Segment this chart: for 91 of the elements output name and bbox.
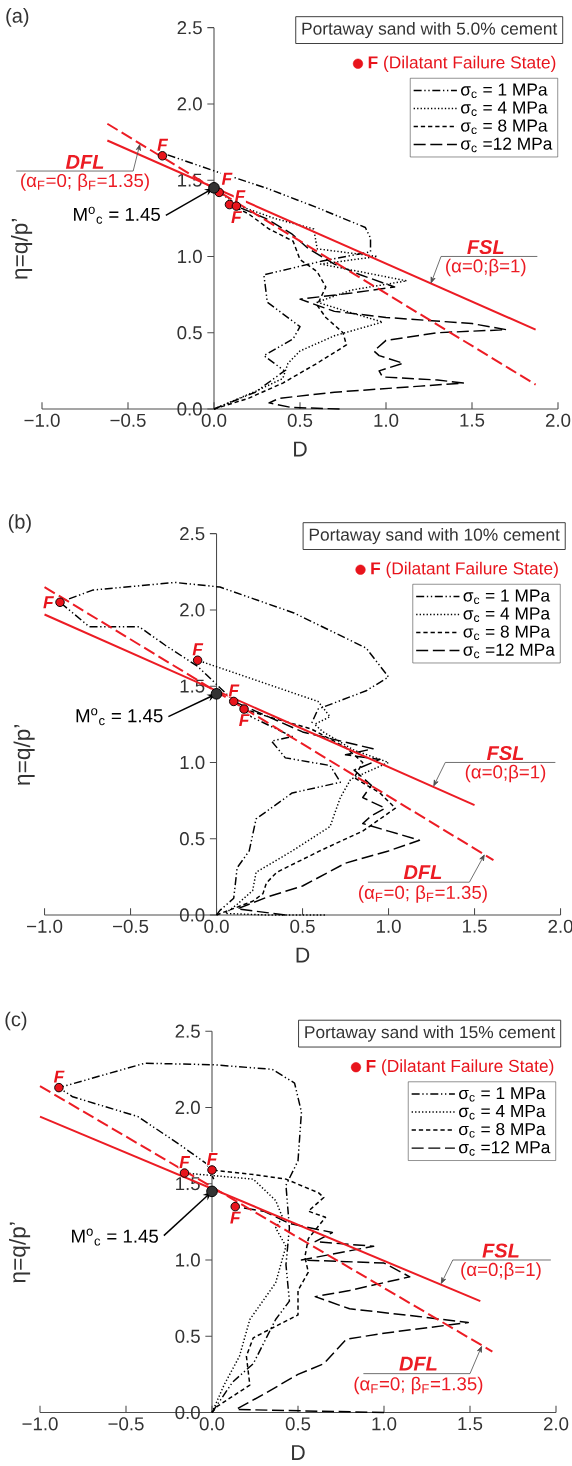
x-tick-label: −0.5: [113, 919, 149, 933]
y-tick-label: 2.0: [177, 97, 202, 111]
annotation: F: [234, 190, 246, 203]
text: FSL: [486, 745, 524, 761]
legend-label: σ$_{c}$ = 8 MPa: [463, 625, 551, 641]
legend-label: F (Dilatant Failure State): [371, 561, 558, 578]
legend-label: σ$_{c}$ = 1 MPa: [459, 1087, 546, 1102]
annotation: F: [192, 643, 204, 656]
x-tick-label: 0.0: [204, 919, 229, 933]
annotation: M$^{o}$$_{c}$ = 1.45: [74, 206, 160, 224]
text: (a): [6, 8, 29, 27]
x-tick-label: −1.0: [22, 1417, 58, 1431]
legend-label: F (Dilatant Failure State): [366, 1059, 554, 1076]
annotation: F: [239, 714, 250, 727]
x-tick-label: 1.5: [462, 919, 487, 933]
x-tick-label: 0.5: [287, 413, 313, 427]
y-tick-label: 1.0: [180, 755, 205, 770]
legend-label: σ$_{c}$ = 8 MPa: [459, 1122, 546, 1138]
annotation: F: [53, 1070, 65, 1083]
legend-label: σ$_{c}$ = 4 MPa: [461, 101, 548, 116]
x-axis-title: D: [294, 441, 307, 457]
x-tick-label: 2.0: [543, 1417, 569, 1431]
legend-label: σ$_{c}$ =12 MPa: [461, 137, 553, 153]
annotation: F: [207, 1153, 218, 1165]
y-tick-label: 2.5: [177, 21, 202, 35]
x-tick-label: 2.0: [548, 919, 572, 933]
x-axis-title: D: [292, 1445, 305, 1460]
x-tick-label: −1.0: [24, 413, 60, 427]
annotation: F: [157, 138, 169, 151]
y-tick-label: 0.5: [179, 832, 205, 846]
legend-label: σ$_{c}$ =12 MPa: [459, 1141, 551, 1156]
x-tick-label: 0.5: [290, 919, 315, 933]
annotation: F: [230, 1211, 241, 1224]
y-tick-label: 0.5: [175, 1329, 200, 1343]
annotation: F: [221, 172, 233, 185]
annotation: M$^{o}$$_{c}$ = 1.45: [76, 708, 163, 726]
text: (c): [5, 1011, 27, 1031]
y-tick-label: 2.5: [180, 527, 205, 541]
annotation: (α$_{F}$=0; β$_{F}$=1.35): [354, 1376, 483, 1395]
annotation: (α$_{F}$=0; β$_{F}$=1.35): [359, 885, 487, 903]
x-tick-label: −0.5: [108, 1417, 144, 1431]
y-tick-label: 0.0: [179, 908, 205, 922]
series-label: DFL: [403, 865, 442, 880]
x-tick-label: −0.5: [110, 413, 146, 427]
legend-label: σ$_{c}$ = 1 MPa: [461, 83, 548, 99]
annotation: F: [43, 596, 54, 609]
chart-title: Portaway sand with 5.0% cement: [302, 22, 558, 39]
y-tick-label: 2.0: [175, 1100, 200, 1115]
legend-label: σ$_{c}$ = 4 MPa: [463, 607, 551, 622]
chart-title: Portaway sand with 15% cement: [305, 1025, 556, 1042]
x-tick-label: 1.5: [458, 1417, 483, 1431]
text: FSL: [467, 239, 504, 255]
x-axis-title: D: [296, 947, 310, 963]
series-label: DFL: [399, 1356, 437, 1371]
x-tick-label: 0.5: [285, 1417, 311, 1431]
annotation: (α=0;β=1): [461, 1262, 541, 1280]
annotation: F: [228, 684, 240, 697]
x-tick-label: 1.5: [460, 413, 485, 427]
y-tick-label: 0.5: [177, 326, 202, 340]
y-tick-label: 2.5: [175, 1024, 200, 1038]
y-tick-label: 2.0: [180, 603, 205, 617]
legend-label: σ$_{c}$ = 1 MPa: [463, 589, 551, 605]
annotation: (α$_{F}$=0; β$_{F}$=1.35): [21, 173, 149, 191]
x-tick-label: 1.0: [372, 1417, 397, 1431]
y-tick-label: 1.0: [176, 1253, 200, 1267]
series-label: DFL: [65, 154, 104, 169]
x-tick-label: 0.0: [201, 413, 227, 427]
x-tick-label: 2.0: [545, 413, 571, 427]
y-tick-label: 0.0: [177, 402, 202, 416]
y-axis-title: η=q/p’: [11, 219, 33, 279]
x-tick-label: −1.0: [27, 919, 63, 933]
legend-label: σ$_{c}$ = 8 MPa: [461, 119, 548, 135]
annotation: M$^{o}$$_{c}$ = 1.45: [72, 1228, 158, 1246]
annotation: F: [231, 211, 243, 224]
legend-label: F (Dilatant Failure State): [368, 55, 556, 72]
x-tick-label: 1.0: [374, 413, 399, 427]
y-tick-label: 1.5: [180, 679, 205, 693]
annotation: F: [179, 1156, 191, 1168]
annotation: (α=0;β=1): [446, 258, 526, 277]
legend-label: σ$_{c}$ = 4 MPa: [459, 1105, 546, 1120]
x-tick-label: 0.0: [199, 1417, 225, 1431]
annotation: (α=0;β=1): [465, 764, 546, 783]
text: (b): [8, 514, 31, 533]
text: FSL: [482, 1243, 519, 1258]
y-tick-label: 1.0: [178, 249, 202, 264]
y-axis-title: η=q/p’: [13, 725, 35, 785]
x-tick-label: 1.0: [376, 919, 401, 933]
y-tick-label: 1.5: [176, 1177, 200, 1191]
y-axis-title: η=q/p’: [9, 1222, 31, 1283]
legend-label: σ$_{c}$ =12 MPa: [463, 643, 555, 659]
chart-title: Portaway sand with 10% cement: [309, 528, 560, 545]
